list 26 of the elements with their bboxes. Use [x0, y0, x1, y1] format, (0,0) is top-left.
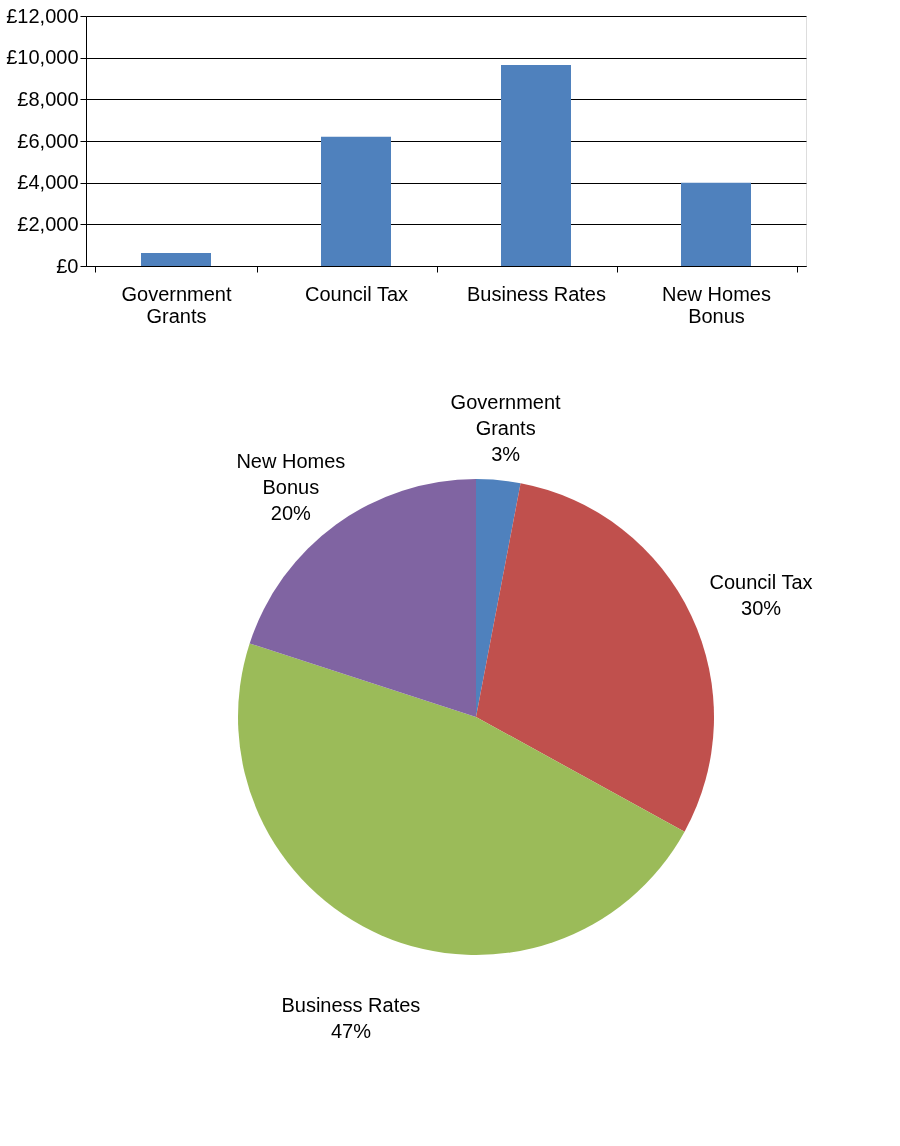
slice-label: New Homes Bonus [236, 450, 346, 499]
y-tick-label: £6,000 [17, 129, 79, 152]
y-tick-label: £10,000 [6, 46, 79, 69]
data-label: 3% [491, 443, 521, 466]
pie-slice [238, 643, 685, 955]
y-tick-label: £2,000 [17, 212, 79, 235]
x-tick-label: New Homes Bonus [662, 282, 771, 327]
slice-label: Council Tax [709, 570, 813, 593]
bar [321, 136, 391, 266]
bar [681, 182, 751, 266]
x-tick-label: Council Tax [304, 282, 409, 305]
pie-slice [476, 479, 521, 717]
x-tick-label: Business Rates [467, 282, 606, 305]
data-label: 30% [741, 596, 782, 619]
slice-label: Business Rates [281, 994, 421, 1017]
bar [501, 64, 571, 266]
data-label: 47% [330, 1020, 372, 1043]
slice-label: Government Grants [450, 391, 562, 440]
x-tick-label: Government Grants [121, 282, 232, 327]
y-tick-label: £12,000 [6, 4, 79, 27]
y-tick-label: £0 [56, 254, 79, 277]
data-label: 20% [270, 502, 312, 525]
y-tick-label: £4,000 [17, 171, 79, 194]
y-tick-label: £8,000 [17, 87, 79, 110]
bar [141, 252, 211, 266]
pie-slice [249, 479, 476, 717]
